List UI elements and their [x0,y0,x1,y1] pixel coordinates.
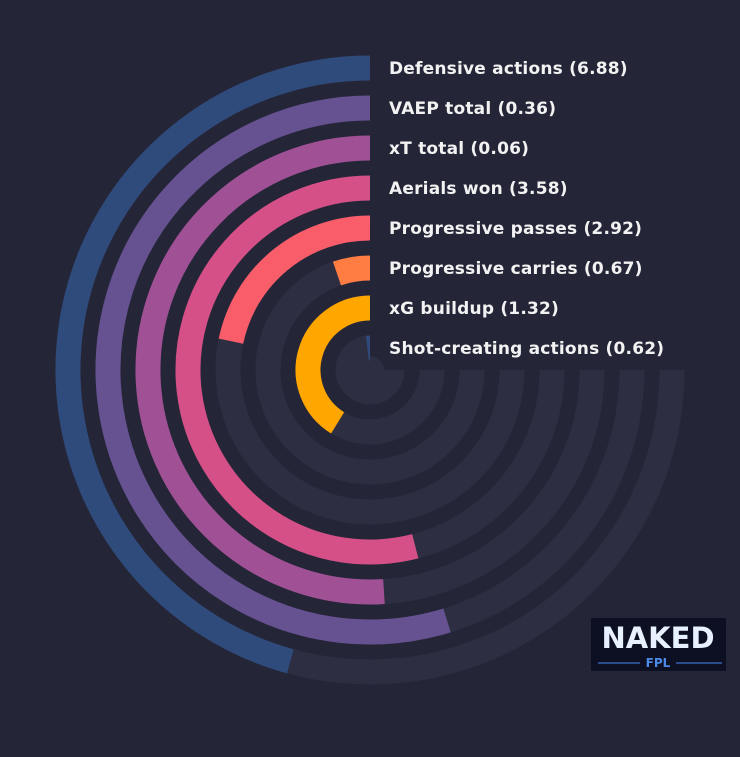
logo-background [591,618,726,671]
bar-label: Shot-creating actions (0.62) [389,339,664,359]
logo-subtitle: FPL [646,656,671,670]
bar-label: xT total (0.06) [389,139,529,159]
bar-label: Defensive actions (6.88) [389,59,628,79]
bar-label: xG buildup (1.32) [389,299,559,319]
naked-fpl-logo: NAKED FPL [591,618,726,671]
bar-label: Progressive passes (2.92) [389,219,642,239]
bar-label: VAEP total (0.36) [389,99,556,119]
bar-arc [295,295,371,434]
bar-arc [95,95,451,645]
bar-arc [175,175,419,565]
bar-arc [135,135,385,605]
bar-arc [332,255,371,286]
bar-arc [55,55,371,674]
track-arc [255,255,485,485]
bar-label: Progressive carries (0.67) [389,259,643,279]
track-arc [335,335,405,405]
logo-title: NAKED [601,621,714,655]
bar-label: Aerials won (3.58) [389,179,568,199]
bar-arc [218,215,371,344]
center-hub [356,356,384,384]
data-bars [55,55,451,674]
bar-labels: Defensive actions (6.88) VAEP total (0.36… [389,59,664,359]
